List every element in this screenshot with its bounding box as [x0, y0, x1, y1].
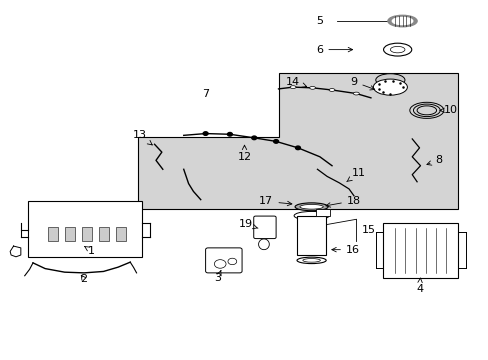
- Ellipse shape: [353, 92, 359, 95]
- Ellipse shape: [294, 203, 327, 211]
- Text: 13: 13: [133, 130, 152, 145]
- Ellipse shape: [299, 204, 323, 209]
- Text: 3: 3: [214, 270, 221, 283]
- Ellipse shape: [372, 79, 407, 95]
- FancyBboxPatch shape: [253, 216, 276, 239]
- Ellipse shape: [387, 15, 416, 27]
- Text: 12: 12: [237, 145, 251, 162]
- Polygon shape: [137, 73, 458, 208]
- Bar: [316, 208, 329, 216]
- Bar: [99, 227, 109, 241]
- Ellipse shape: [391, 18, 412, 24]
- Circle shape: [273, 140, 278, 143]
- Text: 7: 7: [202, 89, 209, 99]
- Circle shape: [227, 258, 236, 265]
- Ellipse shape: [309, 86, 315, 89]
- Text: 6: 6: [316, 45, 352, 55]
- Text: 15: 15: [361, 225, 375, 235]
- FancyBboxPatch shape: [205, 248, 242, 273]
- Circle shape: [227, 132, 232, 136]
- Text: 14: 14: [285, 77, 306, 87]
- Text: 17: 17: [259, 197, 291, 206]
- Circle shape: [214, 260, 225, 268]
- Circle shape: [295, 146, 300, 150]
- Text: 1: 1: [84, 246, 95, 256]
- Text: 19: 19: [238, 219, 258, 229]
- Text: 16: 16: [331, 245, 359, 255]
- Ellipse shape: [375, 74, 404, 86]
- Text: 4: 4: [415, 278, 422, 294]
- Bar: [28, 202, 142, 257]
- Text: 10: 10: [439, 105, 457, 115]
- Text: 11: 11: [346, 168, 365, 182]
- Bar: [296, 216, 325, 255]
- Ellipse shape: [383, 43, 411, 56]
- Bar: [116, 227, 126, 241]
- Text: 18: 18: [325, 196, 360, 207]
- Text: 2: 2: [81, 274, 87, 284]
- Circle shape: [203, 132, 207, 135]
- Ellipse shape: [302, 258, 320, 262]
- Ellipse shape: [289, 86, 295, 89]
- Text: 9: 9: [349, 77, 374, 90]
- Bar: [47, 227, 58, 241]
- Ellipse shape: [296, 257, 325, 264]
- Text: 5: 5: [316, 16, 323, 26]
- Bar: [382, 223, 458, 278]
- Ellipse shape: [389, 46, 404, 53]
- Bar: [81, 227, 92, 241]
- Ellipse shape: [328, 89, 334, 91]
- Ellipse shape: [293, 211, 328, 220]
- Bar: [64, 227, 75, 241]
- Circle shape: [251, 136, 256, 140]
- Text: 8: 8: [426, 156, 442, 165]
